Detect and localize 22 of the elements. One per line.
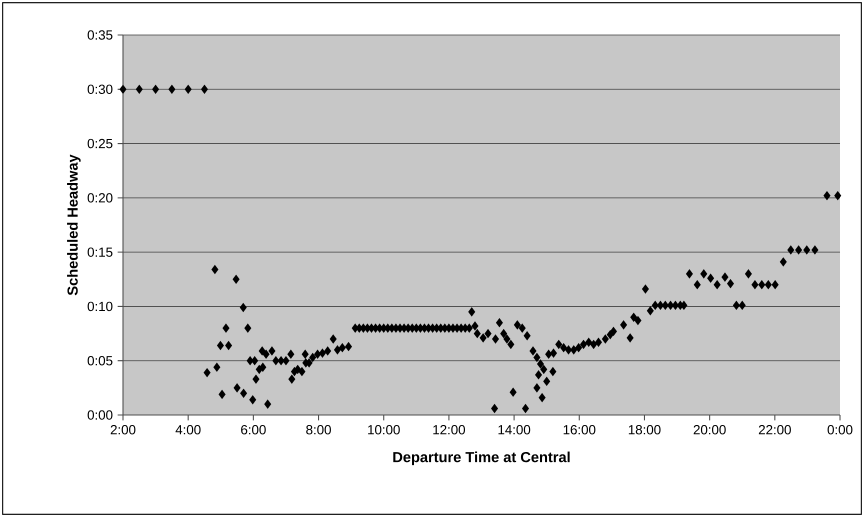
- x-tick-label: 0:00: [828, 425, 852, 434]
- y-tick-label: 0:35: [88, 30, 112, 40]
- y-tick-label: 0:15: [88, 247, 112, 257]
- y-axis-title: Scheduled Headway: [67, 154, 81, 296]
- x-tick-label: 18:00: [628, 425, 661, 434]
- x-tick-label: 8:00: [306, 425, 331, 434]
- x-tick-label: 16:00: [564, 425, 596, 434]
- x-tick-label: 14:00: [498, 425, 530, 434]
- y-tick-label: 0:20: [88, 193, 112, 203]
- x-tick-label: 4:00: [176, 425, 201, 434]
- y-tick-label: 0:10: [88, 302, 112, 312]
- x-tick-label: 10:00: [368, 425, 400, 434]
- x-tick-label: 20:00: [694, 425, 726, 434]
- x-axis-title: Departure Time at Central: [393, 452, 570, 466]
- y-tick-label: 0:25: [88, 138, 112, 148]
- x-tick-label: 2:00: [110, 425, 136, 434]
- y-tick-label: 0:30: [88, 84, 112, 94]
- x-tick-label: 12:00: [433, 425, 466, 434]
- x-tick-label: 6:00: [241, 425, 266, 434]
- y-tick-label: 0:05: [88, 356, 112, 366]
- y-tick-label: 0:00: [88, 410, 112, 420]
- x-tick-label: 22:00: [758, 425, 791, 434]
